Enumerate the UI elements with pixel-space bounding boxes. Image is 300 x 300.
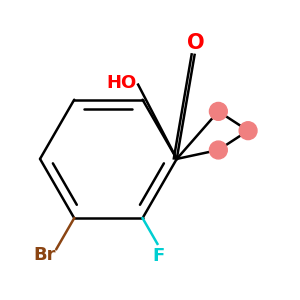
Circle shape bbox=[209, 102, 227, 120]
Circle shape bbox=[239, 122, 257, 140]
Text: Br: Br bbox=[33, 246, 56, 264]
Text: O: O bbox=[187, 33, 205, 53]
Circle shape bbox=[209, 141, 227, 159]
Text: HO: HO bbox=[106, 74, 137, 92]
Text: F: F bbox=[153, 247, 165, 265]
